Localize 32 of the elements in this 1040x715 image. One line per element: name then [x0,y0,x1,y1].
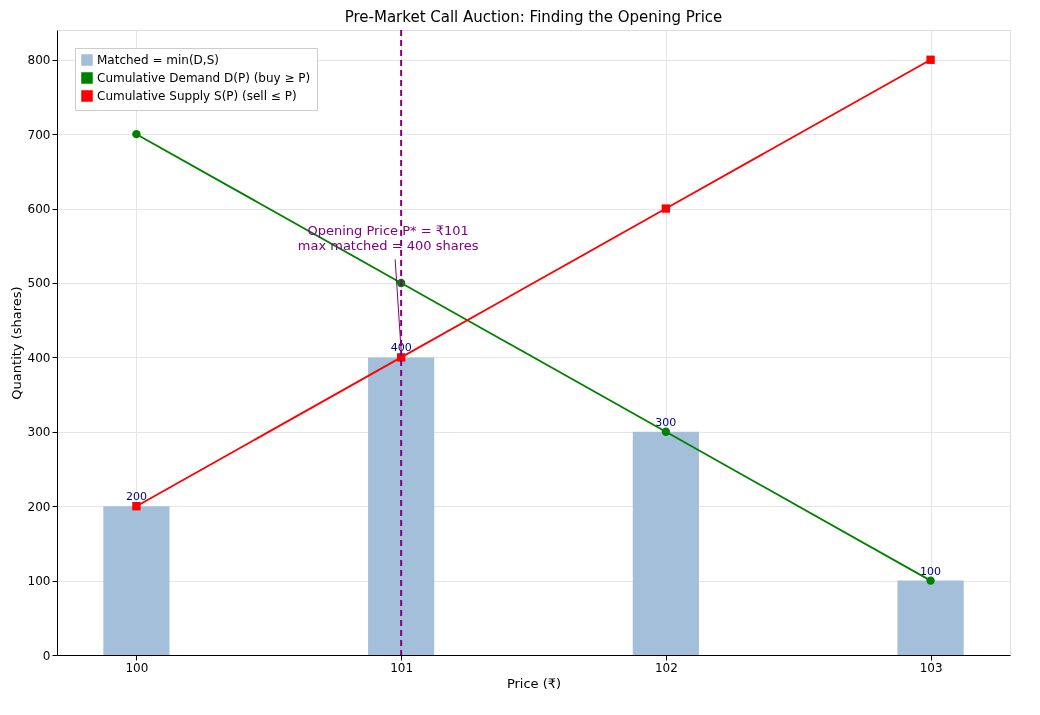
data-label: 200 [125,490,147,504]
data-label: 300 [655,415,677,429]
point [661,427,671,436]
y-tick-label: 800 [27,53,51,68]
x-axis-title: Price (₹) [506,675,562,691]
y-tick-label: 400 [27,350,51,365]
data-label: 100 [920,564,942,578]
point [926,55,935,64]
point [132,129,141,139]
y-tick-label: 500 [27,276,51,291]
y-tick-label: 600 [27,202,51,217]
point [661,204,671,213]
x-tick-label: 102 [654,660,678,675]
y-axis-title: Quantity (shares) [8,286,24,400]
bar [103,506,170,655]
point [132,502,141,511]
y-tick-label: 100 [27,574,51,589]
y-tick-label: 0 [42,648,51,663]
point [926,576,935,585]
bar [632,431,699,655]
chart-title: Pre-Market Call Auction: Finding the Opening Price [344,8,723,26]
x-tick-label: 103 [919,660,943,675]
y-tick-label: 200 [27,499,51,514]
bar [368,357,435,655]
legend-label: Matched = min(D,S) [97,53,219,67]
legend-label: Cumulative Supply S(P) (sell ≤ P) [97,89,297,103]
y-tick-label: 700 [27,127,51,142]
legend-label: Cumulative Demand D(P) (buy ≥ P) [97,71,311,85]
x-tick-label: 100 [125,660,149,675]
bar [897,580,964,655]
y-tick-label: 300 [27,425,51,440]
x-tick-label: 101 [390,660,414,675]
